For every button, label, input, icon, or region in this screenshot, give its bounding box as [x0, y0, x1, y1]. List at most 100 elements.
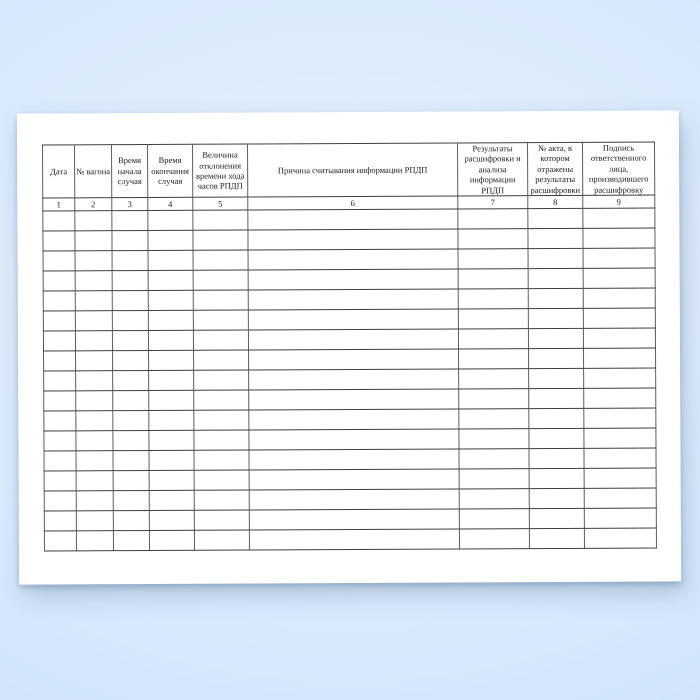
empty-cell	[43, 370, 76, 392]
empty-cell	[192, 210, 248, 231]
empty-cell	[248, 428, 459, 451]
empty-cell	[528, 388, 584, 409]
empty-cell	[148, 410, 194, 431]
empty-cell	[583, 368, 656, 389]
empty-cell	[582, 208, 655, 229]
column-number-9: 9	[582, 195, 655, 209]
empty-cell	[75, 250, 113, 271]
empty-cell	[43, 350, 76, 372]
empty-cell	[248, 328, 459, 351]
empty-cell	[528, 248, 584, 269]
column-number-8: 8	[527, 195, 583, 209]
empty-cell	[76, 530, 114, 551]
empty-cell	[74, 210, 112, 231]
empty-cell	[583, 288, 656, 309]
empty-cell	[148, 430, 195, 451]
empty-cell	[528, 428, 584, 449]
journal-table: Дата № вагона Время начала случая Время око…	[42, 142, 657, 552]
empty-cell	[112, 430, 150, 451]
empty-cell	[248, 348, 459, 371]
column-number-1: 1	[42, 197, 75, 212]
empty-cell	[76, 450, 114, 471]
column-header-6: Причина считывания информации РПДП	[247, 142, 458, 198]
empty-cell	[148, 270, 194, 291]
empty-cell	[529, 528, 585, 549]
empty-cell	[193, 310, 249, 331]
empty-cell	[458, 308, 529, 329]
column-header-5: Величина отклонения времени хода часов Р…	[192, 143, 248, 198]
empty-cell	[75, 370, 113, 391]
empty-cell	[583, 308, 656, 329]
column-number-4: 4	[147, 197, 193, 211]
empty-cell	[76, 490, 114, 511]
empty-cell	[44, 470, 77, 492]
empty-cell	[149, 470, 195, 491]
empty-cell	[42, 210, 75, 232]
empty-cell	[248, 368, 459, 391]
empty-cell	[583, 388, 656, 409]
empty-cell	[248, 408, 459, 431]
empty-cell	[111, 230, 149, 251]
empty-cell	[75, 290, 113, 311]
empty-cell	[583, 448, 657, 469]
empty-cell	[113, 530, 150, 551]
column-number-2: 2	[74, 197, 112, 211]
empty-cell	[527, 228, 584, 249]
empty-cell	[148, 330, 194, 351]
empty-cell	[193, 350, 249, 371]
empty-cell	[247, 228, 459, 251]
empty-cell	[113, 510, 150, 531]
column-header-1: Дата	[42, 144, 75, 199]
empty-cell	[458, 288, 529, 309]
empty-cell	[528, 328, 584, 349]
empty-cell	[528, 448, 585, 469]
empty-cell	[148, 390, 194, 411]
empty-cell	[194, 510, 250, 531]
column-number-3: 3	[111, 197, 148, 211]
empty-cell	[458, 248, 529, 269]
empty-cell	[75, 410, 113, 431]
empty-cell	[248, 268, 459, 291]
empty-cell	[584, 488, 657, 509]
empty-cell	[248, 288, 459, 311]
empty-cell	[248, 308, 459, 331]
empty-cell	[528, 408, 584, 429]
empty-cell	[75, 430, 114, 451]
empty-cell	[194, 450, 250, 471]
empty-cell	[149, 450, 195, 471]
empty-cell	[112, 290, 149, 311]
empty-cell	[112, 250, 149, 271]
empty-cell	[43, 330, 76, 352]
empty-cell	[112, 370, 149, 391]
empty-cell	[112, 390, 149, 411]
empty-cell	[458, 408, 529, 429]
empty-cell	[528, 348, 584, 369]
empty-cell	[248, 448, 460, 471]
empty-cell	[44, 450, 77, 472]
column-number-5: 5	[192, 197, 248, 211]
empty-cell	[584, 468, 657, 489]
empty-cell	[43, 310, 76, 332]
empty-cell	[249, 508, 460, 531]
column-number-6: 6	[247, 195, 458, 211]
empty-cell	[76, 510, 114, 531]
empty-cell	[457, 208, 528, 229]
header-row: Дата № вагона Время начала случая Время око…	[42, 142, 655, 199]
empty-cell	[458, 348, 529, 369]
empty-cell	[43, 390, 76, 412]
empty-cell	[193, 370, 249, 391]
column-header-9: Подпись ответственного лица, производивш…	[582, 142, 655, 196]
empty-cell	[113, 450, 150, 471]
empty-cell	[149, 490, 195, 511]
empty-cell	[458, 268, 529, 289]
empty-cell	[43, 250, 76, 272]
empty-cell	[112, 330, 149, 351]
empty-cell	[459, 528, 530, 549]
empty-cell	[249, 468, 460, 491]
empty-cell	[584, 528, 657, 549]
empty-cell	[458, 368, 529, 389]
empty-cell	[194, 470, 250, 491]
empty-cell	[247, 208, 458, 231]
empty-cell	[529, 488, 585, 509]
empty-cell	[527, 208, 583, 229]
